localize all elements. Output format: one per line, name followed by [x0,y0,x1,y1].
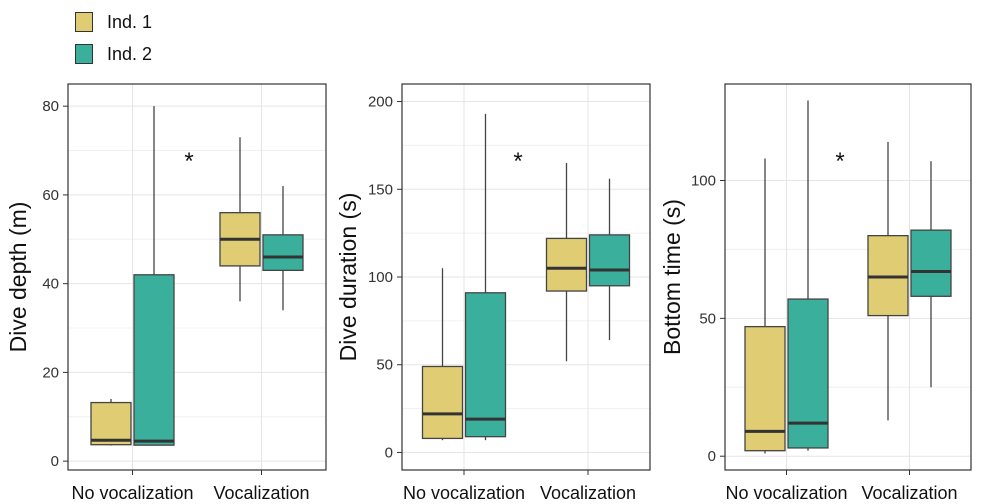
y-tick-label: 0 [51,453,59,470]
chart-panel-3: * 0 50 100 No vocalization Vocalization Bottom… [659,83,972,503]
box-ind-2 [588,234,631,287]
x-tick-label: Vocalization [213,483,309,503]
panel-border [724,83,972,471]
y-tick-label: 20 [42,364,59,381]
y-tick-label: 50 [376,357,393,374]
y-tick-label: 0 [385,444,393,461]
chart-panel-1: * 0 20 40 60 80 No vocalization Vocalization Div… [5,83,327,503]
significance-asterisk: * [513,148,522,175]
chart-panel-2: * 0 50 100 150 200 No vocalization Vocalization… [335,83,651,503]
y-tick-label: 80 [42,98,59,115]
x-tick-label: No vocalization [403,483,525,503]
legend-item-ind-2: Ind. 2 [75,38,152,70]
y-tick-label: 0 [708,448,716,465]
legend-label-ind-2: Ind. 2 [107,43,153,64]
significance-asterisk: * [835,148,844,175]
x-tick-label: Vocalization [540,483,636,503]
y-tick-label: 50 [699,310,716,327]
x-tick-label: No vocalization [725,483,847,503]
x-tick-label: Vocalization [861,483,957,503]
x-tick-label: No vocalization [71,483,193,503]
box-ind-1 [90,401,132,446]
legend-label-ind-1: Ind. 1 [107,11,153,32]
legend-swatch-ind-2 [75,44,93,64]
box-ind-1 [421,365,464,440]
legend: Ind. 1 Ind. 2 [75,6,152,70]
box-ind-2 [464,292,507,438]
significance-asterisk: * [184,148,193,175]
box-ind-2 [262,234,304,271]
y-tick-label: 60 [42,187,59,204]
box-ind-1 [545,237,588,292]
box-ind-2 [787,298,829,449]
y-tick-label: 100 [691,173,716,190]
y-axis-title: Bottom time (s) [659,199,685,355]
box-ind-2 [910,229,952,297]
y-tick-label: 40 [42,276,59,293]
legend-item-ind-1: Ind. 1 [75,6,152,38]
y-tick-label: 100 [368,269,393,286]
box-ind-2 [133,274,175,446]
panel-border [67,83,327,471]
y-axis-title: Dive duration (s) [335,193,361,362]
y-tick-label: 200 [368,94,393,111]
y-axis-title: Dive depth (m) [5,202,31,353]
legend-swatch-ind-1 [75,12,93,32]
y-tick-label: 150 [368,181,393,198]
